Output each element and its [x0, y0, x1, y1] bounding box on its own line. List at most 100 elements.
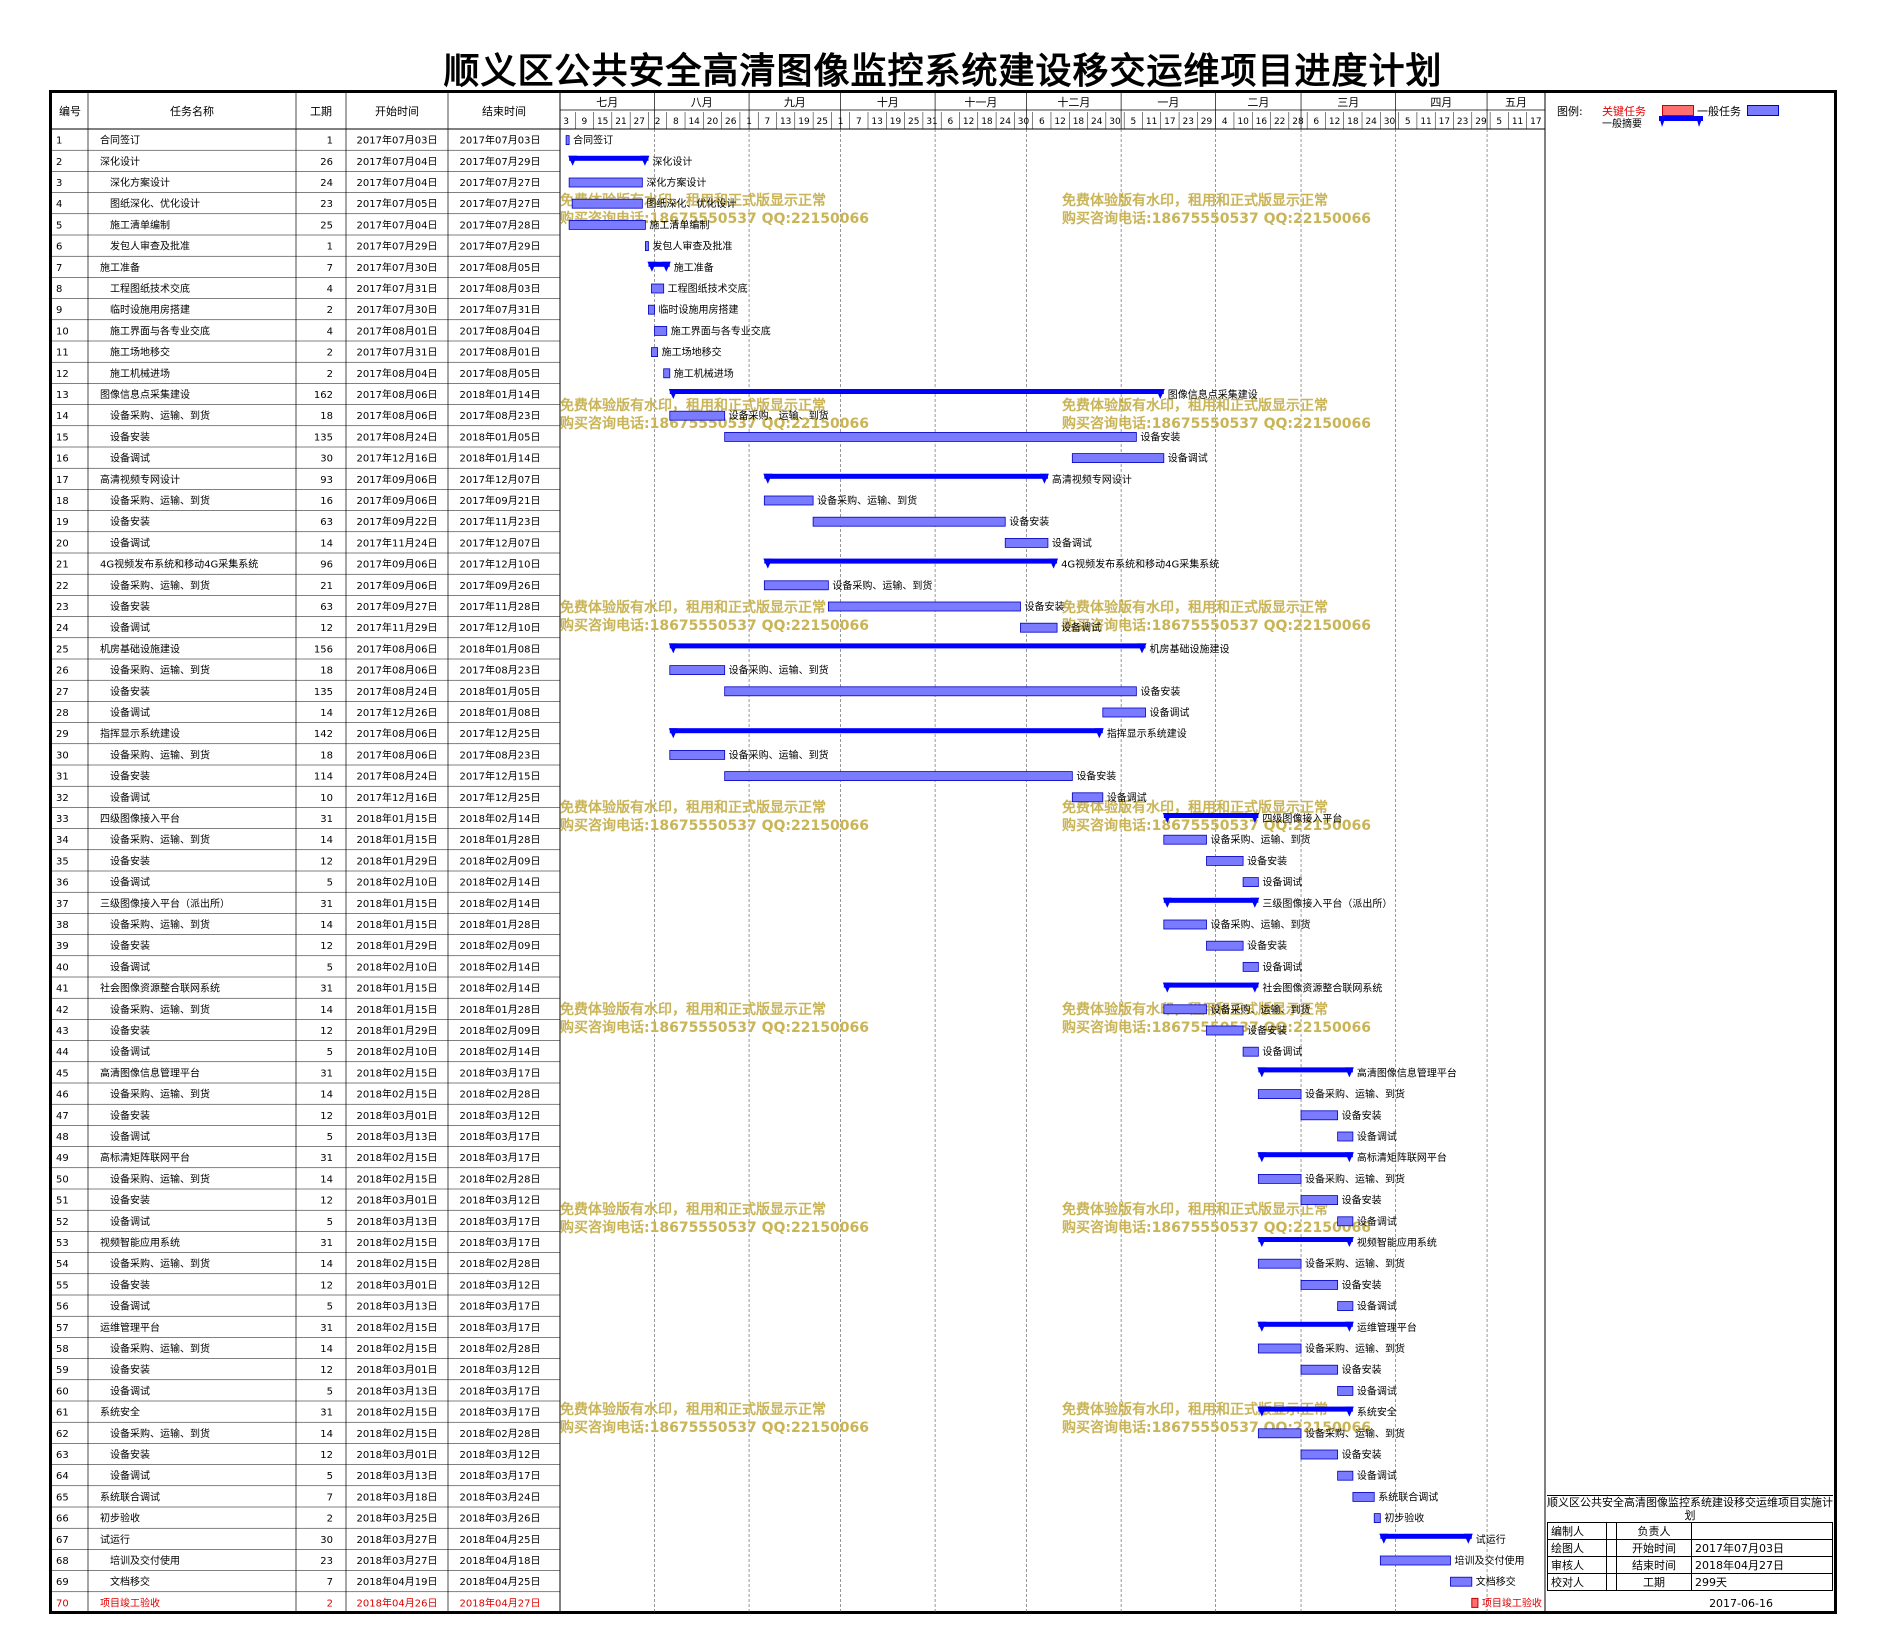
- watermark-text: 免费体验版有水印，租用和正式版显示正常: [560, 1001, 826, 1018]
- task-end: 2018年03月17日: [460, 1130, 541, 1143]
- task-start: 2018年02月10日: [357, 1045, 438, 1058]
- task-end: 2018年02月14日: [460, 982, 541, 995]
- task-start: 2018年01月29日: [357, 1024, 438, 1037]
- gantt-summary-end-cap: [1137, 643, 1147, 654]
- task-duration: 23: [320, 199, 333, 210]
- task-id: 9: [56, 305, 62, 316]
- gantt-task-bar: [1337, 1301, 1354, 1311]
- gantt-summary-start-cap: [668, 389, 678, 399]
- gantt-summary-bar: [1163, 982, 1259, 988]
- gantt-bar-label: 视频智能应用系统: [1357, 1236, 1437, 1249]
- gantt-task-bar: [1206, 1025, 1244, 1036]
- task-duration: 14: [320, 538, 333, 549]
- task-name: 施工准备: [100, 261, 140, 274]
- task-end: 2018年01月08日: [460, 642, 541, 655]
- task-start: 2017年12月16日: [357, 791, 438, 804]
- info-caption: 顺义区公共安全高清图像监控系统建设移交运维项目实施计划: [1547, 1496, 1833, 1523]
- gantt-bar-label: 施工准备: [674, 261, 714, 274]
- task-duration: 7: [327, 263, 333, 274]
- task-end: 2017年08月01日: [460, 346, 541, 359]
- task-duration: 1: [327, 136, 333, 147]
- task-duration: 5: [327, 878, 333, 889]
- gantt-bar-label: 设备调试: [1262, 1045, 1302, 1058]
- task-duration: 18: [320, 750, 333, 761]
- task-start: 2017年08月24日: [357, 430, 438, 443]
- task-name: 设备采购、运输、到货: [110, 1172, 210, 1185]
- gantt-bar-label: 设备安装: [1342, 1194, 1382, 1207]
- task-duration: 12: [320, 1280, 333, 1291]
- day-tick-label: 10: [1237, 117, 1249, 127]
- task-end: 2018年03月12日: [460, 1448, 541, 1461]
- task-end: 2017年09月26日: [460, 579, 541, 592]
- gantt-bar-label: 设备采购、运输、到货: [1305, 1427, 1405, 1440]
- task-duration: 1: [327, 242, 333, 253]
- gantt-bar-label: 图纸深化、优化设计: [646, 197, 736, 210]
- gantt-bar-label: 设备采购、运输、到货: [1211, 918, 1311, 931]
- task-duration: 12: [320, 623, 333, 634]
- gantt-summary-end-cap: [661, 261, 671, 272]
- info-table: 编制人 负责人 绘图人 开始时间 2017年07月03日 审核人 结束时间 2018年04月2…: [1547, 1522, 1834, 1591]
- legend-summary-icon: [1659, 116, 1703, 127]
- gantt-task-bar: [724, 431, 1137, 442]
- gantt-bar-label: 设备安装: [1247, 939, 1287, 952]
- legend: 图例: 关键任务 一般任务 一般摘要: [1547, 93, 1833, 1493]
- gantt-bar-label: 设备安装: [1342, 1278, 1382, 1291]
- task-start: 2018年02月15日: [357, 1257, 438, 1270]
- task-id: 37: [56, 899, 69, 910]
- gantt-summary-bar: [1258, 1152, 1353, 1158]
- task-name: 深化方案设计: [110, 176, 170, 189]
- task-duration: 12: [320, 1450, 333, 1461]
- watermark-text: 购买咨询电话:18675550537 QQ:22150066: [1062, 817, 1371, 834]
- gantt-bar-label: 文档移交: [1476, 1575, 1516, 1588]
- month-label: 一月: [1157, 96, 1179, 109]
- task-start: 2017年08月06日: [357, 727, 438, 740]
- task-end: 2017年12月10日: [460, 558, 541, 571]
- legend-critical-swatch: [1662, 105, 1694, 116]
- task-start: 2018年02月15日: [357, 1066, 438, 1079]
- gantt-task-bar: [1373, 1513, 1381, 1523]
- info-cell: 编制人: [1547, 1522, 1607, 1540]
- task-duration: 96: [320, 560, 333, 571]
- task-duration: 12: [320, 1026, 333, 1037]
- task-id: 29: [56, 729, 69, 740]
- task-name: 设备调试: [110, 1045, 150, 1058]
- gantt-summary-bar: [669, 728, 1103, 734]
- task-name: 设备安装: [110, 939, 150, 952]
- legend-summary-label: 一般摘要: [1602, 119, 1642, 130]
- task-end: 2017年12月25日: [460, 791, 541, 804]
- task-start: 2018年01月15日: [357, 1003, 438, 1016]
- task-start: 2018年02月15日: [357, 1427, 438, 1440]
- gantt-summary-bar: [764, 558, 1058, 564]
- info-row: 绘图人 开始时间 2017年07月03日: [1547, 1539, 1834, 1557]
- task-name: 施工机械进场: [110, 367, 170, 380]
- task-start: 2018年03月13日: [357, 1469, 438, 1482]
- day-tick-label: 12: [1329, 117, 1340, 127]
- task-duration: 7: [327, 1577, 333, 1588]
- task-id: 45: [56, 1068, 69, 1079]
- task-name: 深化设计: [100, 155, 140, 168]
- task-duration: 142: [314, 729, 333, 740]
- task-duration: 31: [320, 1068, 333, 1079]
- task-start: 2018年01月15日: [357, 833, 438, 846]
- day-tick-label: 27: [634, 117, 645, 127]
- info-cell: [1690, 1522, 1834, 1540]
- gantt-task-bar: [1257, 1258, 1302, 1269]
- task-end: 2017年07月28日: [460, 218, 541, 231]
- gantt-task-bar: [651, 347, 658, 358]
- task-end: 2018年02月09日: [460, 1024, 541, 1037]
- task-start: 2018年03月01日: [357, 1194, 438, 1207]
- task-name: 高标清矩阵联网平台: [100, 1151, 190, 1164]
- watermark-text: 免费体验版有水印，租用和正式版显示正常: [1062, 599, 1328, 616]
- gantt-task-bar: [644, 241, 649, 252]
- gantt-task-bar: [1206, 856, 1244, 866]
- task-name: 设备调试: [110, 1130, 150, 1143]
- info-cell: 绘图人: [1547, 1539, 1607, 1557]
- task-id: 61: [56, 1408, 69, 1419]
- gantt-task-bar: [763, 580, 829, 591]
- info-row: 编制人 负责人: [1547, 1522, 1834, 1540]
- task-name: 临时设施用房搭建: [110, 303, 190, 316]
- task-start: 2017年07月30日: [357, 303, 438, 316]
- gantt-task-bar: [654, 325, 668, 336]
- task-name: 设备安装: [110, 1109, 150, 1122]
- task-start: 2017年08月01日: [357, 324, 438, 337]
